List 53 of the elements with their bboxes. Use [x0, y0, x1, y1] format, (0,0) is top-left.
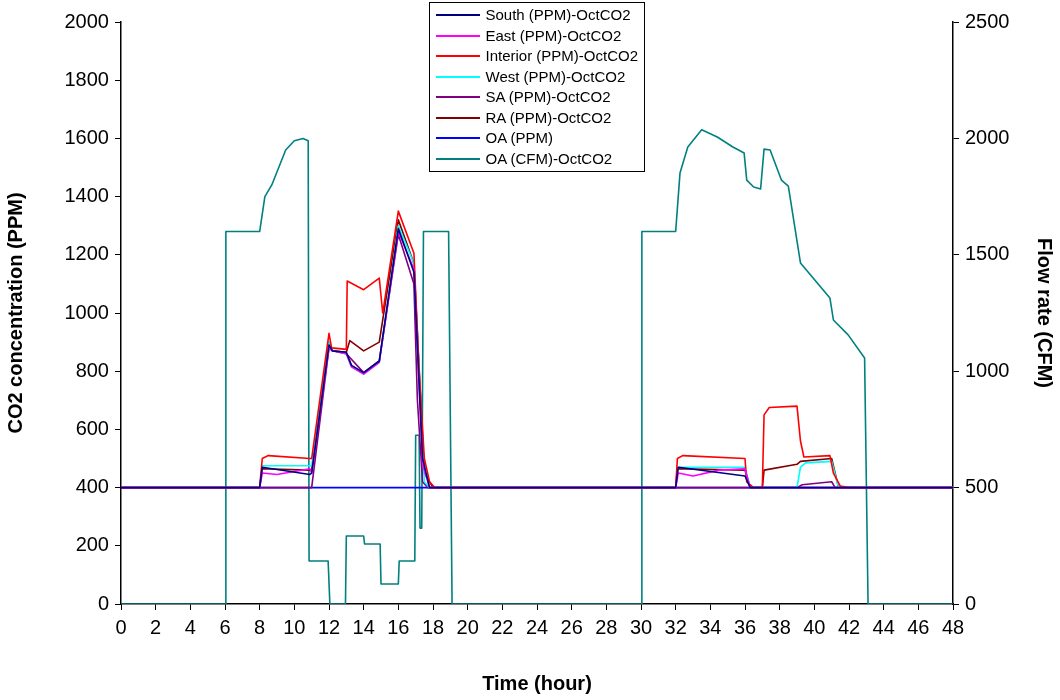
x-tick-label: 22 — [491, 615, 514, 638]
y2-tick-label: 0 — [965, 591, 977, 614]
x-tick-label: 40 — [803, 615, 826, 638]
x-tick-label: 32 — [664, 615, 687, 638]
y-tick-label: 600 — [75, 416, 109, 439]
legend-label: East (PPM)-OctCO2 — [484, 25, 623, 46]
x-tick-label: 8 — [254, 615, 266, 638]
y2-tick-label: 1000 — [965, 358, 1010, 381]
y-tick-label: 400 — [75, 475, 109, 498]
x-tick-label: 46 — [907, 615, 930, 638]
x-tick-label: 0 — [115, 615, 127, 638]
y2-tick-label: 500 — [965, 475, 999, 498]
y-tick-label: 1000 — [64, 300, 109, 323]
legend-label: West (PPM)-OctCO2 — [484, 66, 627, 87]
x-tick-label: 2 — [150, 615, 162, 638]
x-tick-label: 44 — [872, 615, 895, 638]
legend-label: OA (PPM) — [484, 128, 554, 148]
x-tick-label: 48 — [941, 615, 965, 638]
x-tick-label: 24 — [525, 615, 549, 638]
y2-tick-label: 2000 — [965, 125, 1010, 148]
x-tick-label: 12 — [317, 615, 341, 638]
y2-axis-title: Flow rate (CFM) — [1034, 238, 1057, 388]
x-tick-label: 28 — [595, 615, 618, 638]
x-tick-label: 10 — [283, 615, 306, 638]
y-tick-label: 800 — [75, 358, 109, 381]
y2-tick-label: 1500 — [965, 242, 1010, 265]
x-tick-label: 16 — [387, 615, 410, 638]
x-tick-label: 18 — [421, 615, 445, 638]
y-tick-label: 2000 — [64, 9, 109, 32]
legend-label: South (PPM)-OctCO2 — [484, 5, 632, 25]
x-tick-label: 4 — [184, 615, 196, 638]
x-tick-label: 36 — [733, 615, 757, 638]
y-tick-label: 1800 — [64, 67, 109, 90]
legend-label: Interior (PPM)-OctCO2 — [484, 46, 639, 66]
x-tick-label: 42 — [837, 615, 861, 638]
y-tick-label: 1400 — [64, 184, 109, 207]
x-tick-label: 20 — [456, 615, 479, 638]
y2-tick-label: 2500 — [965, 9, 1010, 32]
x-axis-title: Time (hour) — [482, 671, 592, 694]
x-tick-label: 26 — [560, 615, 583, 638]
legend-label: SA (PPM)-OctCO2 — [484, 87, 612, 107]
legend-label: OA (CFM)-OctCO2 — [484, 148, 614, 169]
x-tick-label: 6 — [219, 615, 231, 638]
x-tick-label: 34 — [699, 615, 722, 638]
y-tick-label: 1600 — [64, 125, 109, 148]
legend-label: RA (PPM)-OctCO2 — [484, 107, 613, 128]
y-axis-title: CO2 concentration (PPM) — [3, 192, 26, 434]
y-tick-label: 200 — [75, 533, 109, 556]
x-tick-label: 30 — [629, 615, 653, 638]
x-tick-label: 38 — [768, 615, 791, 638]
y-tick-label: 1200 — [64, 242, 109, 265]
y-tick-label: 0 — [97, 591, 109, 614]
x-tick-label: 14 — [352, 615, 375, 638]
